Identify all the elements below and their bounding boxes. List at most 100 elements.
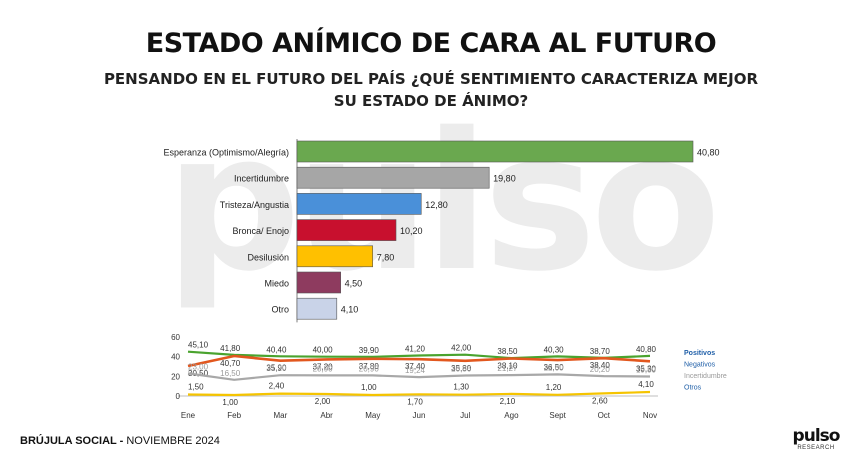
data-label: 41,20 [405, 344, 426, 353]
legend-entry: Positivos [684, 350, 715, 357]
data-label: 39,90 [359, 346, 380, 355]
series-line [187, 390, 651, 397]
data-label: 36,50 [544, 363, 565, 372]
subtitle-line-2: SU ESTADO DE ÁNIMO? [333, 92, 529, 110]
logo-sub: RESEARCH [797, 445, 835, 451]
page-title: ESTADO ANÍMICO DE CARA AL FUTURO [145, 28, 717, 59]
series-line [187, 354, 651, 368]
x-tick-label: Oct [598, 411, 611, 420]
data-label: 38,10 [497, 362, 518, 371]
data-label: 45,10 [188, 341, 209, 350]
data-label: 20,86 [451, 364, 472, 373]
data-label: 1,50 [188, 383, 204, 392]
bar-value-label: 4,50 [345, 279, 363, 289]
data-label: 41,80 [220, 344, 241, 353]
legend-entry: Otros [684, 385, 702, 392]
data-label: 37,80 [359, 362, 380, 371]
footer-date: NOVIEMBRE 2024 [126, 435, 220, 447]
data-label: 16,50 [220, 369, 241, 378]
data-label: 1,00 [361, 383, 377, 392]
series-line [187, 372, 651, 381]
data-label: 22,00 [544, 363, 565, 372]
bar-value-label: 4,10 [341, 305, 359, 315]
y-tick-label: 0 [176, 392, 181, 401]
data-label: 19,24 [405, 366, 426, 375]
bar-category-label: Miedo [264, 279, 289, 289]
bar-value-label: 10,20 [400, 226, 423, 236]
data-label: 23,00 [188, 362, 209, 371]
data-label: 20,20 [590, 365, 611, 374]
bar-value-label: 40,80 [697, 148, 720, 158]
bar [296, 193, 422, 215]
logo-word: pulso [792, 426, 841, 446]
bar [296, 166, 490, 189]
data-label: 38,70 [590, 347, 611, 356]
data-label: 38,50 [497, 347, 518, 356]
data-label: 2,10 [500, 397, 516, 406]
data-label: 4,10 [638, 380, 654, 389]
x-tick-label: Mar [274, 411, 288, 420]
bar [296, 297, 338, 320]
data-label: 20,90 [359, 364, 380, 373]
bar [296, 271, 341, 294]
bar [296, 140, 694, 163]
x-tick-label: Ago [504, 411, 519, 420]
x-tick-label: Nov [643, 411, 657, 420]
bar [296, 219, 397, 241]
data-label: 37,20 [313, 362, 334, 371]
data-label: 2,00 [315, 397, 331, 406]
bar-category-label: Otro [271, 305, 289, 315]
y-tick-label: 60 [171, 333, 180, 342]
data-label: 35,80 [451, 364, 472, 373]
x-tick-label: Abr [320, 411, 333, 420]
x-tick-label: Jul [460, 411, 470, 420]
data-label: 42,00 [451, 344, 472, 353]
data-label: 37,40 [405, 362, 426, 371]
bar-category-label: Desilusión [247, 252, 289, 262]
bar-value-label: 19,80 [493, 174, 516, 184]
data-label: 2,60 [592, 396, 608, 405]
footer-source: BRÚJULA SOCIAL - NOVIEMBRE 2024 [20, 435, 220, 447]
data-label: 35,90 [266, 364, 287, 373]
bar-category-label: Incertidumbre [234, 174, 289, 184]
bar-category-label: Bronca/ Enojo [232, 226, 289, 236]
page-subtitle: PENSANDO EN EL FUTURO DEL PAÍS ¿QUÉ SENT… [0, 68, 862, 112]
data-label: 40,80 [636, 345, 657, 354]
x-tick-label: Sept [549, 411, 566, 420]
data-label: 19,80 [636, 366, 657, 375]
data-label: 1,20 [546, 383, 562, 392]
bar-value-label: 7,80 [377, 252, 395, 262]
bar [296, 245, 374, 268]
data-label: 1,30 [453, 383, 469, 392]
legend-entry: Incertidumbre [684, 373, 727, 380]
y-tick-label: 20 [171, 372, 180, 381]
x-tick-label: May [365, 411, 380, 420]
x-tick-label: Feb [227, 411, 241, 420]
x-tick-label: Jun [413, 411, 426, 420]
x-tick-label: Ene [181, 411, 196, 420]
subtitle-line-1: PENSANDO EN EL FUTURO DEL PAÍS ¿QUÉ SENT… [103, 70, 759, 88]
data-label: 35,30 [636, 364, 657, 373]
data-label: 40,40 [266, 345, 287, 354]
pulso-logo: pulso RESEARCH [786, 426, 846, 452]
legend-entry: Negativos [684, 362, 716, 369]
data-label: 21,20 [266, 364, 287, 373]
data-label: 38,40 [590, 361, 611, 370]
data-label: 21,27 [497, 364, 518, 373]
data-label: 40,00 [313, 346, 334, 355]
y-tick-label: 40 [171, 353, 180, 362]
bar-category-label: Tristeza/Angustia [220, 200, 289, 210]
series-line [187, 350, 651, 360]
data-label: 40,70 [220, 359, 241, 368]
data-label: 30,50 [188, 369, 209, 378]
footer-brand: BRÚJULA SOCIAL - [20, 435, 124, 447]
data-label: 1,00 [222, 398, 238, 407]
data-label: 20,90 [313, 364, 334, 373]
bar-value-label: 12,80 [425, 200, 448, 210]
data-label: 2,40 [269, 382, 285, 391]
bar-category-label: Esperanza (Optimismo/Alegría) [163, 148, 289, 158]
data-label: 1,70 [407, 397, 423, 406]
data-label: 40,30 [544, 345, 565, 354]
